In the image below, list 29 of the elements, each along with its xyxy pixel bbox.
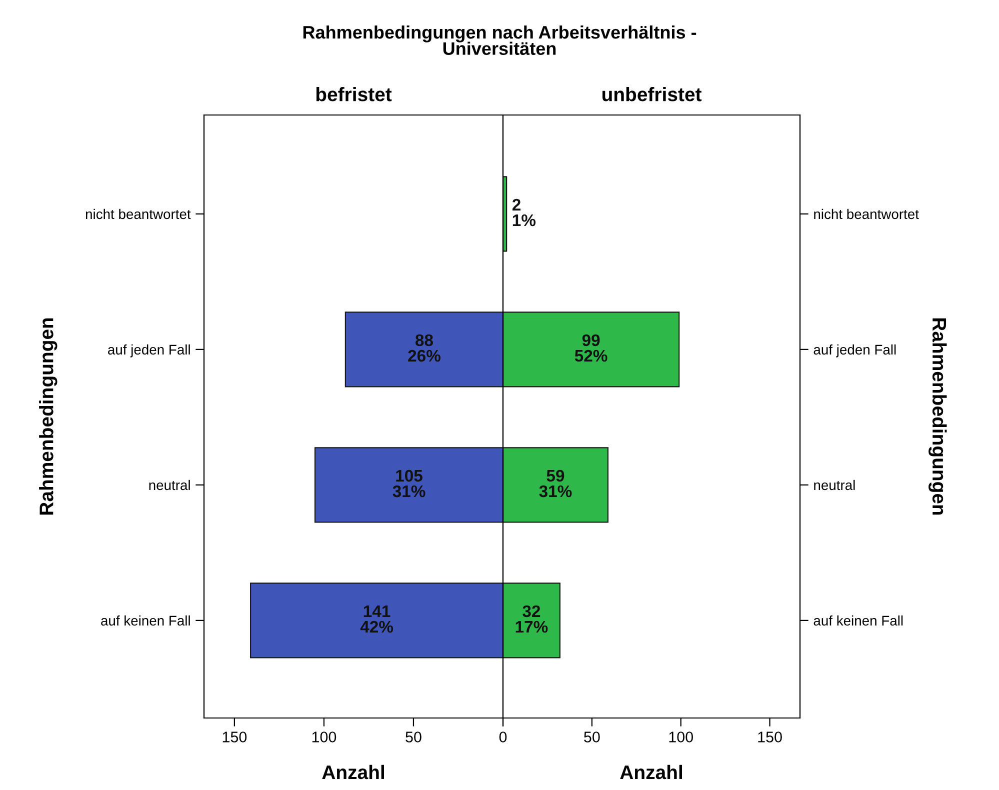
y-tick-label: nicht beantwortet: [86, 208, 191, 220]
x-tick-label: 100: [669, 732, 693, 742]
y-tick-label: auf keinen Fall: [101, 615, 190, 626]
y-tick-label: auf jeden Fall: [814, 344, 896, 358]
x-tick-label: 0: [499, 732, 507, 742]
data-label: 88 26%: [408, 334, 440, 362]
y-tick-label: auf keinen Fall: [814, 615, 903, 626]
data-label: 105 31%: [392, 470, 426, 498]
chart-title: Rahmenbedingungen nach Arbeitsverhältnis - Universitäten: [303, 25, 696, 55]
y-tick-label: neutral: [149, 480, 190, 490]
data-label: 32 17%: [516, 605, 548, 633]
x-tick-label: 100: [312, 732, 336, 742]
data-label: 59 31%: [539, 470, 572, 498]
data-label: 2 1%: [512, 198, 536, 226]
y-tick-label: nicht beantwortet: [814, 208, 919, 220]
x-tick-label: 50: [406, 732, 422, 742]
y-axis-title: Rahmenbedingungen: [39, 318, 58, 515]
data-label: 99 52%: [574, 334, 608, 362]
chart-subtitle: unbefristet: [602, 87, 702, 102]
x-tick-label: 50: [584, 732, 600, 742]
x-axis-title: Anzahl: [620, 764, 682, 780]
y-tick-label: auf jeden Fall: [108, 344, 190, 358]
y-axis-title: Rahmenbedingungen: [928, 318, 947, 515]
y-tick-label: neutral: [814, 480, 855, 490]
data-label: 141 42%: [360, 606, 394, 633]
x-tick-label: 150: [222, 732, 247, 742]
chart-subtitle: befristet: [316, 87, 392, 102]
x-tick-label: 150: [758, 732, 782, 742]
x-axis-title: Anzahl: [322, 764, 384, 780]
